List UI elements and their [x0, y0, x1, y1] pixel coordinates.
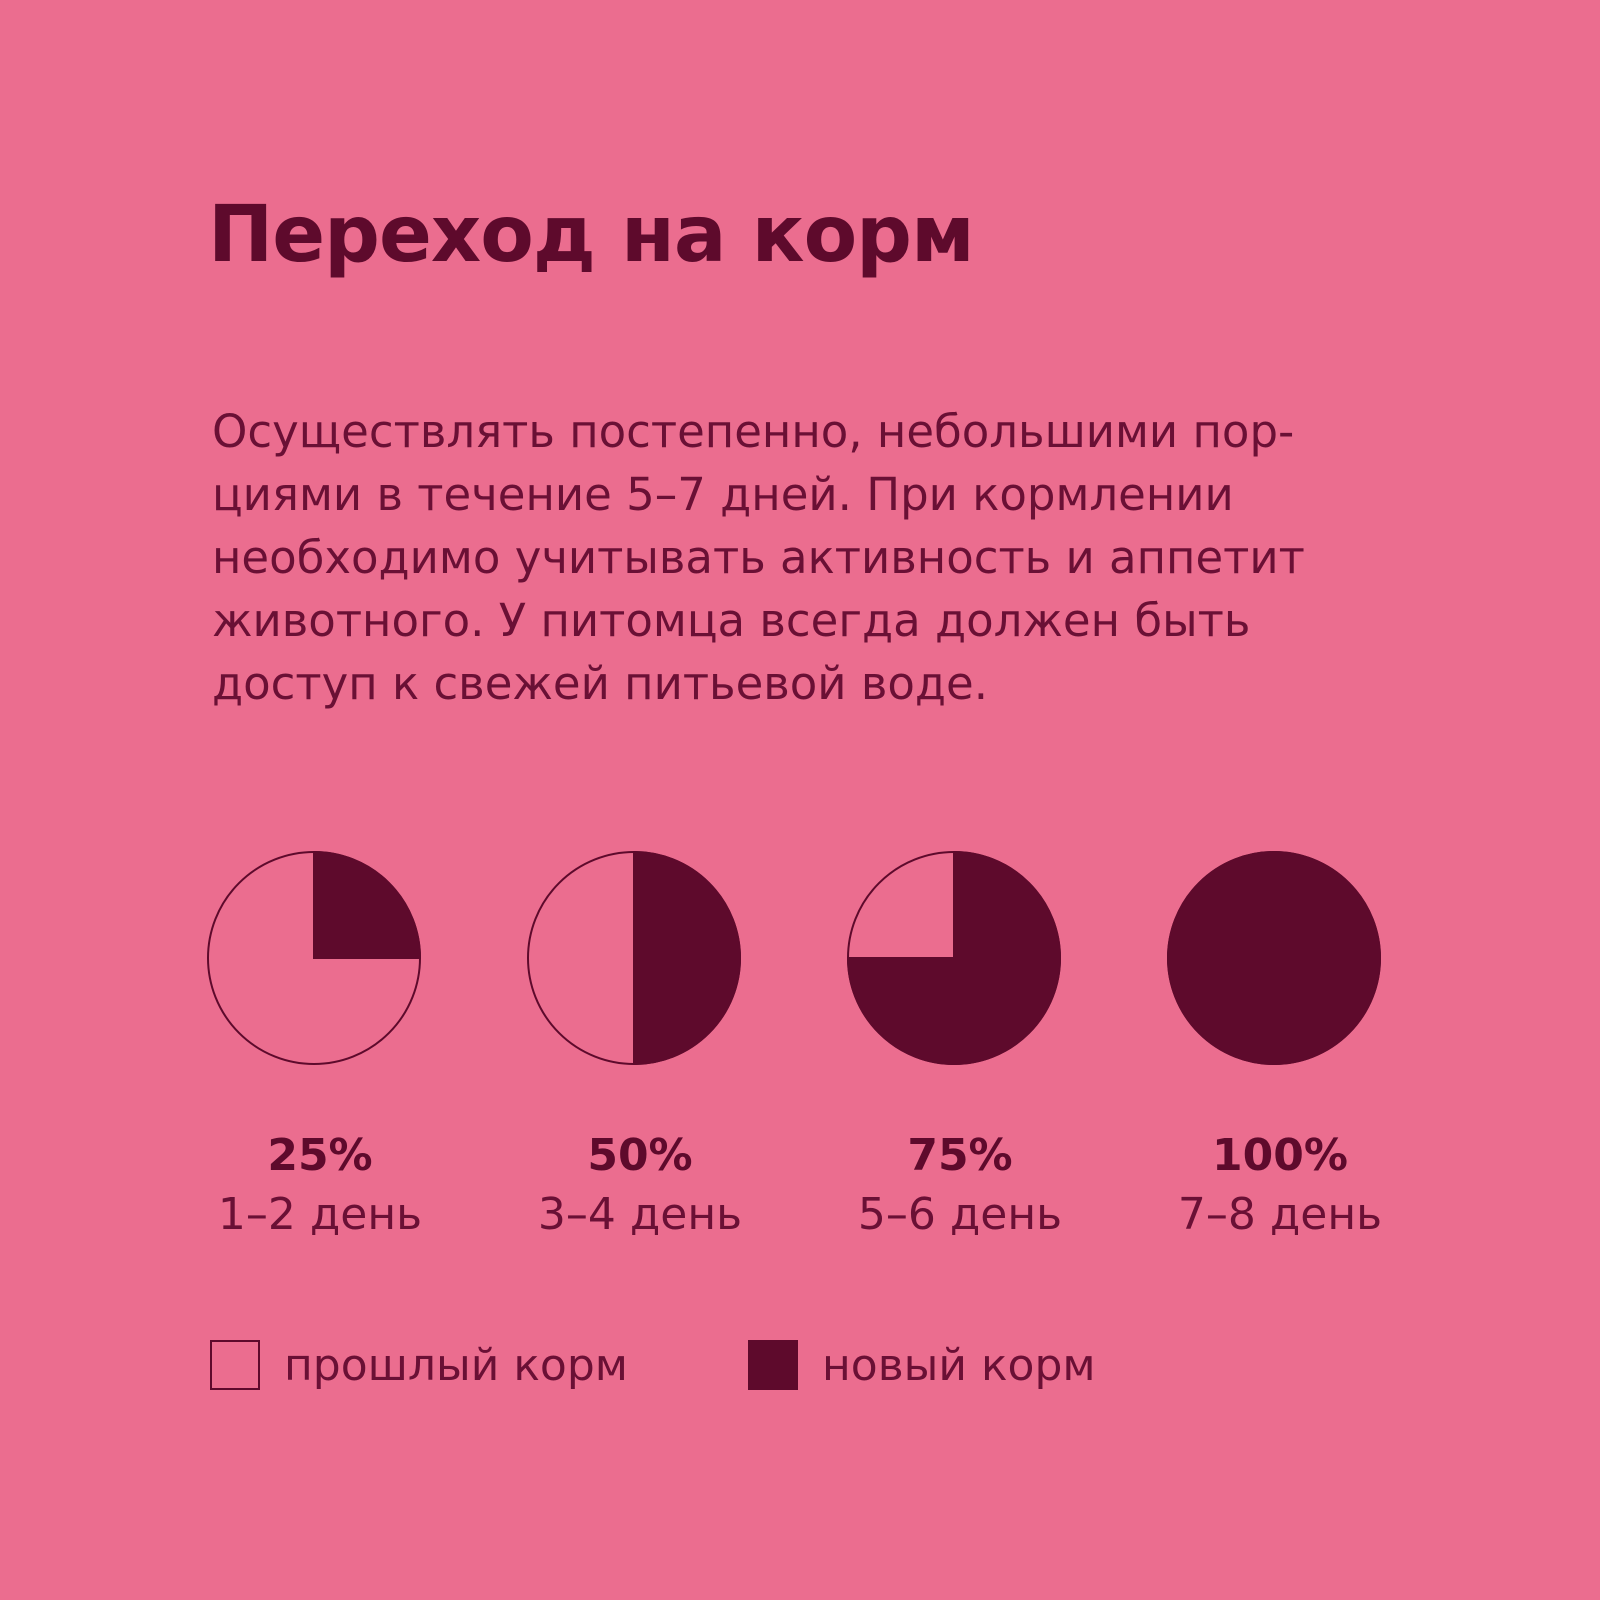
legend-item-new-food: новый корм	[748, 1338, 1096, 1392]
stage-days: 7–8 день	[1177, 1189, 1383, 1240]
stage-days: 3–4 день	[537, 1189, 743, 1240]
pie-stage-3	[846, 850, 1061, 1065]
description-line: необходимо учитывать активность и аппети…	[212, 531, 1305, 584]
description-line: Осуществлять постепенно, небольшими пор-	[212, 405, 1295, 458]
stage-label-3: 75% 5–6 день	[810, 1128, 1110, 1246]
stage-percent: 25%	[267, 1130, 373, 1181]
page-title: Переход на корм	[208, 190, 975, 280]
legend-label: новый корм	[822, 1339, 1096, 1391]
pie-stage-2	[527, 850, 741, 1066]
stage-percent: 75%	[907, 1130, 1013, 1181]
stage-percent: 100%	[1212, 1130, 1348, 1181]
description-line: циями в течение 5–7 дней. При кормлении	[212, 468, 1234, 521]
pie-slice-new-food	[846, 850, 1061, 1065]
stage-days: 5–6 день	[857, 1189, 1063, 1240]
stage-percent: 50%	[587, 1130, 693, 1181]
stage-label-4: 100% 7–8 день	[1130, 1128, 1430, 1246]
pie-stage-1	[207, 850, 422, 1065]
old-food-swatch	[210, 1340, 260, 1390]
stage-days: 1–2 день	[217, 1189, 423, 1240]
stage-label-2: 50% 3–4 день	[490, 1128, 790, 1246]
pie-slice-new-food	[313, 850, 422, 959]
legend-item-old-food: прошлый корм	[210, 1338, 628, 1392]
pie-stage-4	[1167, 851, 1381, 1065]
pie-slice-new-food	[633, 850, 741, 1066]
pie-slice-new-food	[1167, 851, 1381, 1065]
description-line: доступ к свежей питьевой воде.	[212, 657, 989, 710]
legend-label: прошлый корм	[284, 1339, 628, 1391]
stage-label-1: 25% 1–2 день	[170, 1128, 470, 1246]
description-line: животного. У питомца всегда должен быть	[212, 594, 1251, 647]
description: Осуществлять постепенно, небольшими пор-…	[212, 400, 1392, 715]
new-food-swatch	[748, 1340, 798, 1390]
